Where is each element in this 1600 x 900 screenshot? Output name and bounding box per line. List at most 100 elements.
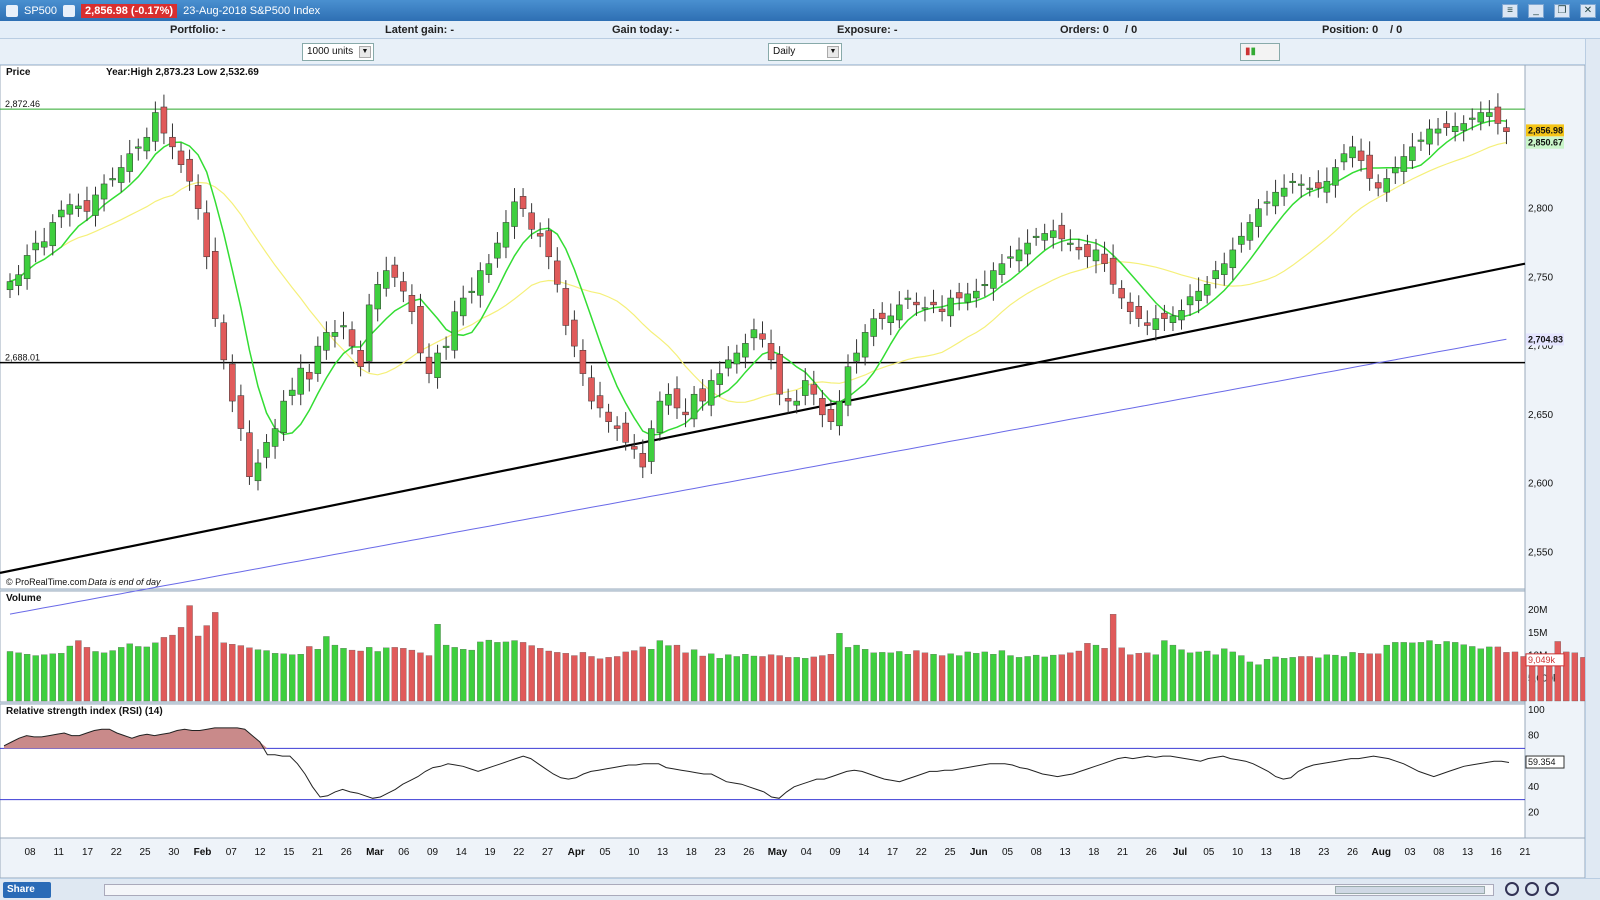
x-tick-label: 06 (398, 847, 410, 858)
volume-bar (1186, 652, 1194, 702)
volume-bar (1272, 656, 1279, 702)
volume-bar (49, 653, 56, 702)
candle-body (1366, 154, 1373, 179)
candle-body (254, 462, 262, 482)
candle-body (998, 263, 1006, 275)
time-scrollbar[interactable] (104, 884, 1494, 896)
candle-body (391, 264, 399, 278)
candle-body (1451, 125, 1459, 132)
x-tick-label: 09 (829, 847, 841, 858)
volume-bar (742, 654, 749, 702)
copyright-note: © ProRealTime.com (6, 577, 87, 587)
volume-bar (1486, 646, 1493, 702)
back-icon[interactable] (6, 4, 18, 17)
candles-group (6, 93, 1510, 491)
candle-body (707, 380, 715, 406)
units-select[interactable]: 1000 units ▼ (302, 43, 374, 61)
chevron-down-icon: ▼ (827, 46, 839, 58)
restore-icon[interactable]: ❐ (1554, 3, 1570, 18)
close-icon[interactable]: ✕ (1580, 3, 1596, 18)
volume-bar (511, 640, 518, 702)
candle-body (613, 425, 621, 429)
volume-bar (1280, 658, 1288, 702)
x-tick-label: 23 (714, 847, 726, 858)
volume-bar (1511, 651, 1519, 702)
candle-body (485, 263, 493, 275)
volume-bar (1392, 642, 1399, 702)
x-tick-label: Feb (194, 847, 212, 858)
candle-body (1392, 167, 1399, 174)
candle-body (1041, 233, 1048, 241)
volume-bar (1332, 654, 1339, 702)
volume-bar (126, 643, 133, 702)
volume-bar (152, 642, 159, 702)
x-tick-label: 10 (1232, 847, 1244, 858)
candle-body (665, 393, 672, 406)
volume-bar (1494, 646, 1502, 702)
controls-bar: 1000 units ▼ Daily ▼ ▮▮ (0, 39, 1600, 65)
chart-canvas[interactable]: 2,550 2,600 2,650 2,700 2,750 2,800 Price Year:… (0, 65, 1585, 878)
volume-bar (579, 652, 587, 702)
share-button[interactable]: Share (3, 882, 51, 898)
volume-bar (1152, 654, 1160, 702)
volume-bar (819, 655, 826, 702)
x-tick-label: 26 (1146, 847, 1158, 858)
candle-body (844, 366, 852, 406)
right-scroll-strip[interactable] (1585, 39, 1600, 879)
zoom-window-icon[interactable] (1505, 882, 1519, 896)
period-select[interactable]: Daily ▼ (768, 43, 842, 61)
candle-body (716, 373, 723, 385)
volume-bar (981, 651, 988, 702)
x-tick-label: 26 (1347, 847, 1359, 858)
scrollbar-thumb[interactable] (1335, 886, 1485, 894)
candle-body (1067, 242, 1074, 245)
candle-body (1468, 117, 1476, 120)
x-tick-label: 21 (1519, 847, 1531, 858)
x-tick-label: 15 (283, 847, 295, 858)
candle-body (1477, 112, 1485, 123)
candle-body (1494, 106, 1502, 124)
volume-bar (306, 646, 313, 702)
zoom-in-icon[interactable] (1545, 882, 1559, 896)
volume-bar (246, 647, 253, 702)
candle-body (288, 389, 296, 396)
candle-body (1409, 146, 1416, 161)
candle-body (605, 411, 612, 422)
volume-bar (588, 656, 595, 702)
candle-body (502, 222, 510, 248)
x-tick-label: 26 (743, 847, 755, 858)
x-tick-label: 07 (226, 847, 238, 858)
price-y-tick: 2,800 (1528, 204, 1553, 215)
candle-body (442, 345, 450, 348)
x-tick-label: 18 (686, 847, 698, 858)
candle-body (938, 308, 946, 313)
volume-bar (673, 644, 681, 702)
volume-bar (1246, 661, 1254, 702)
candle-body (973, 290, 980, 299)
price-panel-title: Price (6, 67, 31, 78)
candle-body (211, 251, 219, 319)
volume-bar (1323, 654, 1331, 702)
info-icon[interactable] (63, 4, 76, 17)
ma-fast-label-bg (1526, 136, 1564, 149)
price-y-tick: 2,700 (1528, 341, 1553, 352)
volume-last-label: 9,049k (1528, 655, 1556, 665)
zoom-out-icon[interactable] (1525, 882, 1539, 896)
candle-body (827, 409, 835, 422)
volume-bar (904, 654, 912, 702)
toolbox-icon[interactable]: ≡ (1502, 3, 1518, 18)
volume-bar (1109, 614, 1117, 702)
rsi-line (3, 727, 1510, 799)
volume-bar (1503, 652, 1510, 702)
candle-body (1161, 312, 1168, 319)
minimize-icon[interactable]: _ (1528, 3, 1544, 18)
symbol-label[interactable]: SP500 (24, 4, 58, 17)
volume-bar (1340, 656, 1348, 702)
candle-body (6, 281, 14, 291)
candle-body (1246, 222, 1254, 241)
volume-bar (6, 651, 14, 702)
chart-type-button[interactable]: ▮▮ (1240, 43, 1280, 61)
candle-body (1400, 156, 1408, 172)
x-tick-label: Jul (1173, 847, 1188, 858)
candle-body (1374, 182, 1382, 189)
